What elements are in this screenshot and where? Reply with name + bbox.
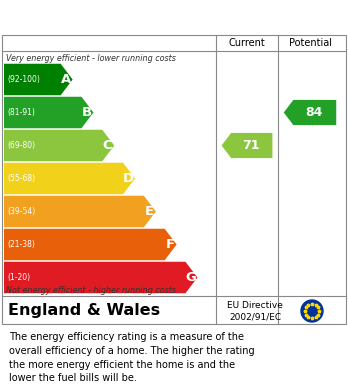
Polygon shape — [4, 229, 177, 260]
Text: Potential: Potential — [288, 38, 332, 48]
Text: Not energy efficient - higher running costs: Not energy efficient - higher running co… — [6, 286, 176, 295]
Text: Very energy efficient - lower running costs: Very energy efficient - lower running co… — [6, 54, 176, 63]
Text: 84: 84 — [306, 106, 323, 119]
Polygon shape — [4, 262, 197, 293]
Text: E: E — [145, 205, 154, 218]
Text: 71: 71 — [242, 139, 260, 152]
Polygon shape — [284, 100, 336, 125]
Text: D: D — [123, 172, 134, 185]
Text: (92-100): (92-100) — [7, 75, 40, 84]
Text: Energy Efficiency Rating: Energy Efficiency Rating — [9, 10, 230, 25]
Text: (21-38): (21-38) — [7, 240, 35, 249]
Text: England & Wales: England & Wales — [8, 303, 160, 319]
Polygon shape — [4, 130, 114, 161]
Polygon shape — [4, 163, 135, 194]
Text: (39-54): (39-54) — [7, 207, 35, 216]
Polygon shape — [4, 97, 94, 128]
Text: Current: Current — [229, 38, 266, 48]
Text: B: B — [82, 106, 92, 119]
Polygon shape — [4, 196, 156, 227]
Text: The energy efficiency rating is a measure of the
overall efficiency of a home. T: The energy efficiency rating is a measur… — [9, 332, 254, 383]
Polygon shape — [222, 133, 272, 158]
Text: C: C — [103, 139, 112, 152]
Text: G: G — [185, 271, 196, 284]
Text: A: A — [61, 73, 71, 86]
Text: EU Directive
2002/91/EC: EU Directive 2002/91/EC — [227, 301, 283, 321]
Text: (1-20): (1-20) — [7, 273, 30, 282]
Polygon shape — [4, 64, 73, 95]
Text: F: F — [166, 238, 175, 251]
Text: (69-80): (69-80) — [7, 141, 35, 150]
Circle shape — [301, 300, 323, 322]
Text: (55-68): (55-68) — [7, 174, 35, 183]
Text: (81-91): (81-91) — [7, 108, 35, 117]
